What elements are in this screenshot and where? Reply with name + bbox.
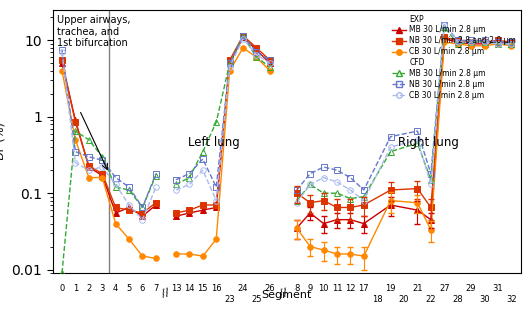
Text: 26: 26 bbox=[265, 284, 275, 293]
Text: 28: 28 bbox=[452, 295, 463, 304]
Y-axis label: DF (%): DF (%) bbox=[0, 123, 6, 161]
Text: Right lung: Right lung bbox=[398, 136, 459, 149]
Text: 3: 3 bbox=[99, 284, 105, 293]
Text: 9: 9 bbox=[308, 284, 313, 293]
Text: 4: 4 bbox=[113, 284, 118, 293]
Text: 5: 5 bbox=[126, 284, 132, 293]
Text: 13: 13 bbox=[171, 284, 181, 293]
Text: 0: 0 bbox=[59, 284, 65, 293]
Text: 2: 2 bbox=[86, 284, 92, 293]
Text: Left lung: Left lung bbox=[188, 136, 239, 149]
Text: 15: 15 bbox=[198, 284, 208, 293]
Text: 11: 11 bbox=[332, 284, 342, 293]
Text: 32: 32 bbox=[506, 295, 517, 304]
Text: 16: 16 bbox=[211, 284, 221, 293]
Text: 23: 23 bbox=[225, 295, 235, 304]
Text: 17: 17 bbox=[359, 284, 369, 293]
Text: 19: 19 bbox=[386, 284, 396, 293]
Text: 10: 10 bbox=[318, 284, 329, 293]
X-axis label: Segment: Segment bbox=[261, 290, 312, 300]
Text: 30: 30 bbox=[479, 295, 490, 304]
Text: //: // bbox=[161, 287, 171, 299]
Text: 7: 7 bbox=[153, 284, 158, 293]
Text: 12: 12 bbox=[345, 284, 356, 293]
Text: 27: 27 bbox=[439, 284, 450, 293]
Text: 1: 1 bbox=[73, 284, 78, 293]
Text: 14: 14 bbox=[184, 284, 195, 293]
Text: 25: 25 bbox=[251, 295, 262, 304]
Text: 8: 8 bbox=[294, 284, 299, 293]
Text: Upper airways,
trachea, and
1st bifurcation: Upper airways, trachea, and 1st bifurcat… bbox=[57, 15, 131, 48]
Legend: EXP, MB 30 L/min 2.8 μm, NB 30 L/min 2.8 and 2.0 μm, CB 30 L/min 2.8 μm, CFD, MB: EXP, MB 30 L/min 2.8 μm, NB 30 L/min 2.8… bbox=[389, 12, 519, 103]
Text: 21: 21 bbox=[412, 284, 423, 293]
Text: 31: 31 bbox=[493, 284, 503, 293]
Text: 20: 20 bbox=[399, 295, 409, 304]
Text: 22: 22 bbox=[426, 295, 436, 304]
Text: //: // bbox=[278, 287, 288, 299]
Text: 29: 29 bbox=[466, 284, 477, 293]
Text: 6: 6 bbox=[140, 284, 145, 293]
Text: 18: 18 bbox=[372, 295, 382, 304]
Text: 24: 24 bbox=[238, 284, 248, 293]
